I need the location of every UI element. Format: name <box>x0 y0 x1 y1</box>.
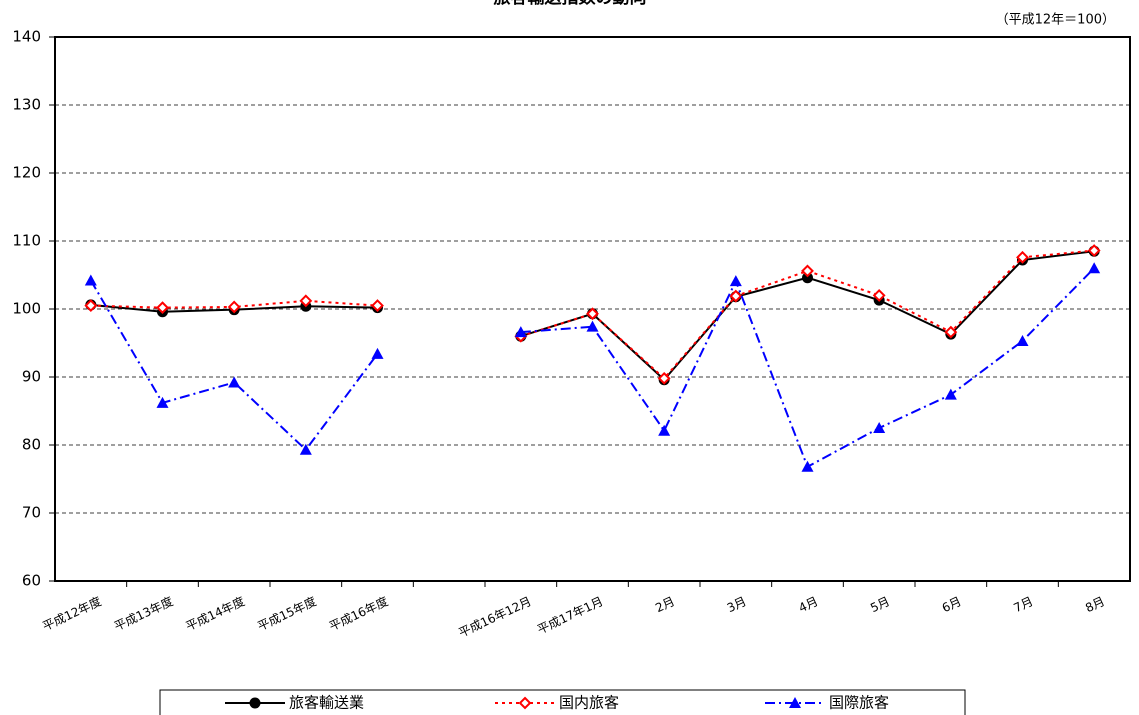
y-tick-label: 130 <box>12 96 41 114</box>
x-tick-label: 平成16年12月 <box>456 594 533 640</box>
y-tick-label: 120 <box>12 164 41 182</box>
series-line <box>90 249 1095 380</box>
marker <box>729 289 743 303</box>
x-tick-label: 平成16年度 <box>327 593 391 633</box>
marker <box>802 272 813 284</box>
marker <box>1087 244 1101 257</box>
marker <box>586 320 599 332</box>
x-tick-group: 平成16年12月 <box>456 594 533 640</box>
marker <box>371 347 384 359</box>
marker <box>1016 250 1029 264</box>
x-tick-label: 6月 <box>940 594 964 615</box>
marker <box>299 294 313 308</box>
marker <box>1016 334 1029 346</box>
x-tick-group: 平成13年度 <box>112 593 176 633</box>
marker <box>84 274 97 286</box>
y-tick-label: 100 <box>12 300 41 318</box>
marker <box>371 299 384 313</box>
x-tick-label: 7月 <box>1012 594 1036 615</box>
x-tick-group: 平成12年度 <box>40 593 104 633</box>
legend-label: 旅客輸送業 <box>289 694 364 712</box>
x-tick-label: 8月 <box>1083 594 1107 615</box>
subtitle: （平成12年＝100） <box>996 13 1115 28</box>
marker <box>299 443 312 455</box>
x-tick-group: 3月 <box>725 594 749 615</box>
legend-label: 国際旅客 <box>829 694 889 712</box>
marker <box>249 697 261 709</box>
x-tick-label: 3月 <box>725 594 749 615</box>
marker <box>801 460 814 472</box>
x-tick-group: 6月 <box>940 594 964 615</box>
legend-box <box>159 689 966 715</box>
x-tick-group: 8月 <box>1083 594 1107 615</box>
marker <box>227 300 241 314</box>
x-tick-label: 平成13年度 <box>112 593 176 633</box>
y-tick-label: 90 <box>22 368 41 386</box>
x-tick-group: 平成16年度 <box>327 593 391 633</box>
x-tick-label: 平成14年度 <box>183 593 247 633</box>
plot-frame <box>54 36 1131 582</box>
marker <box>1088 262 1101 274</box>
x-tick-label: 平成15年度 <box>255 593 319 633</box>
marker <box>228 376 241 388</box>
x-tick-label: 5月 <box>868 594 892 615</box>
series-line <box>89 267 1095 469</box>
x-tick-label: 平成12年度 <box>40 593 104 633</box>
x-tick-label: 2月 <box>653 594 677 615</box>
y-tick-label: 110 <box>12 232 41 250</box>
marker <box>518 696 532 710</box>
marker <box>789 697 801 708</box>
marker <box>873 422 886 433</box>
x-tick-group: 7月 <box>1012 594 1036 615</box>
marker <box>514 326 527 338</box>
x-tick-group: 平成15年度 <box>255 593 319 633</box>
marker <box>944 388 957 400</box>
x-tick-group: 平成14年度 <box>183 593 247 633</box>
marker <box>729 275 742 287</box>
marker <box>658 424 671 436</box>
y-tick-label: 70 <box>22 504 41 522</box>
marker <box>872 288 886 302</box>
marker <box>156 396 169 408</box>
legend-label: 国内旅客 <box>559 694 619 712</box>
x-tick-label: 平成17年1月 <box>535 594 605 637</box>
y-tick-label: 60 <box>22 572 41 590</box>
chart-title: 旅客輸送指数の動向 <box>494 0 647 8</box>
x-tick-group: 2月 <box>653 594 677 615</box>
x-tick-group: 平成17年1月 <box>535 594 605 637</box>
marker <box>84 299 98 313</box>
marker <box>586 307 599 321</box>
marker <box>801 264 814 278</box>
x-tick-group: 4月 <box>797 594 821 615</box>
y-tick-label: 80 <box>22 436 41 454</box>
y-tick-label: 140 <box>12 28 41 46</box>
marker <box>944 325 958 339</box>
marker <box>156 301 169 315</box>
x-tick-label: 4月 <box>797 594 821 615</box>
marker <box>657 371 671 385</box>
x-tick-group: 5月 <box>868 594 892 615</box>
